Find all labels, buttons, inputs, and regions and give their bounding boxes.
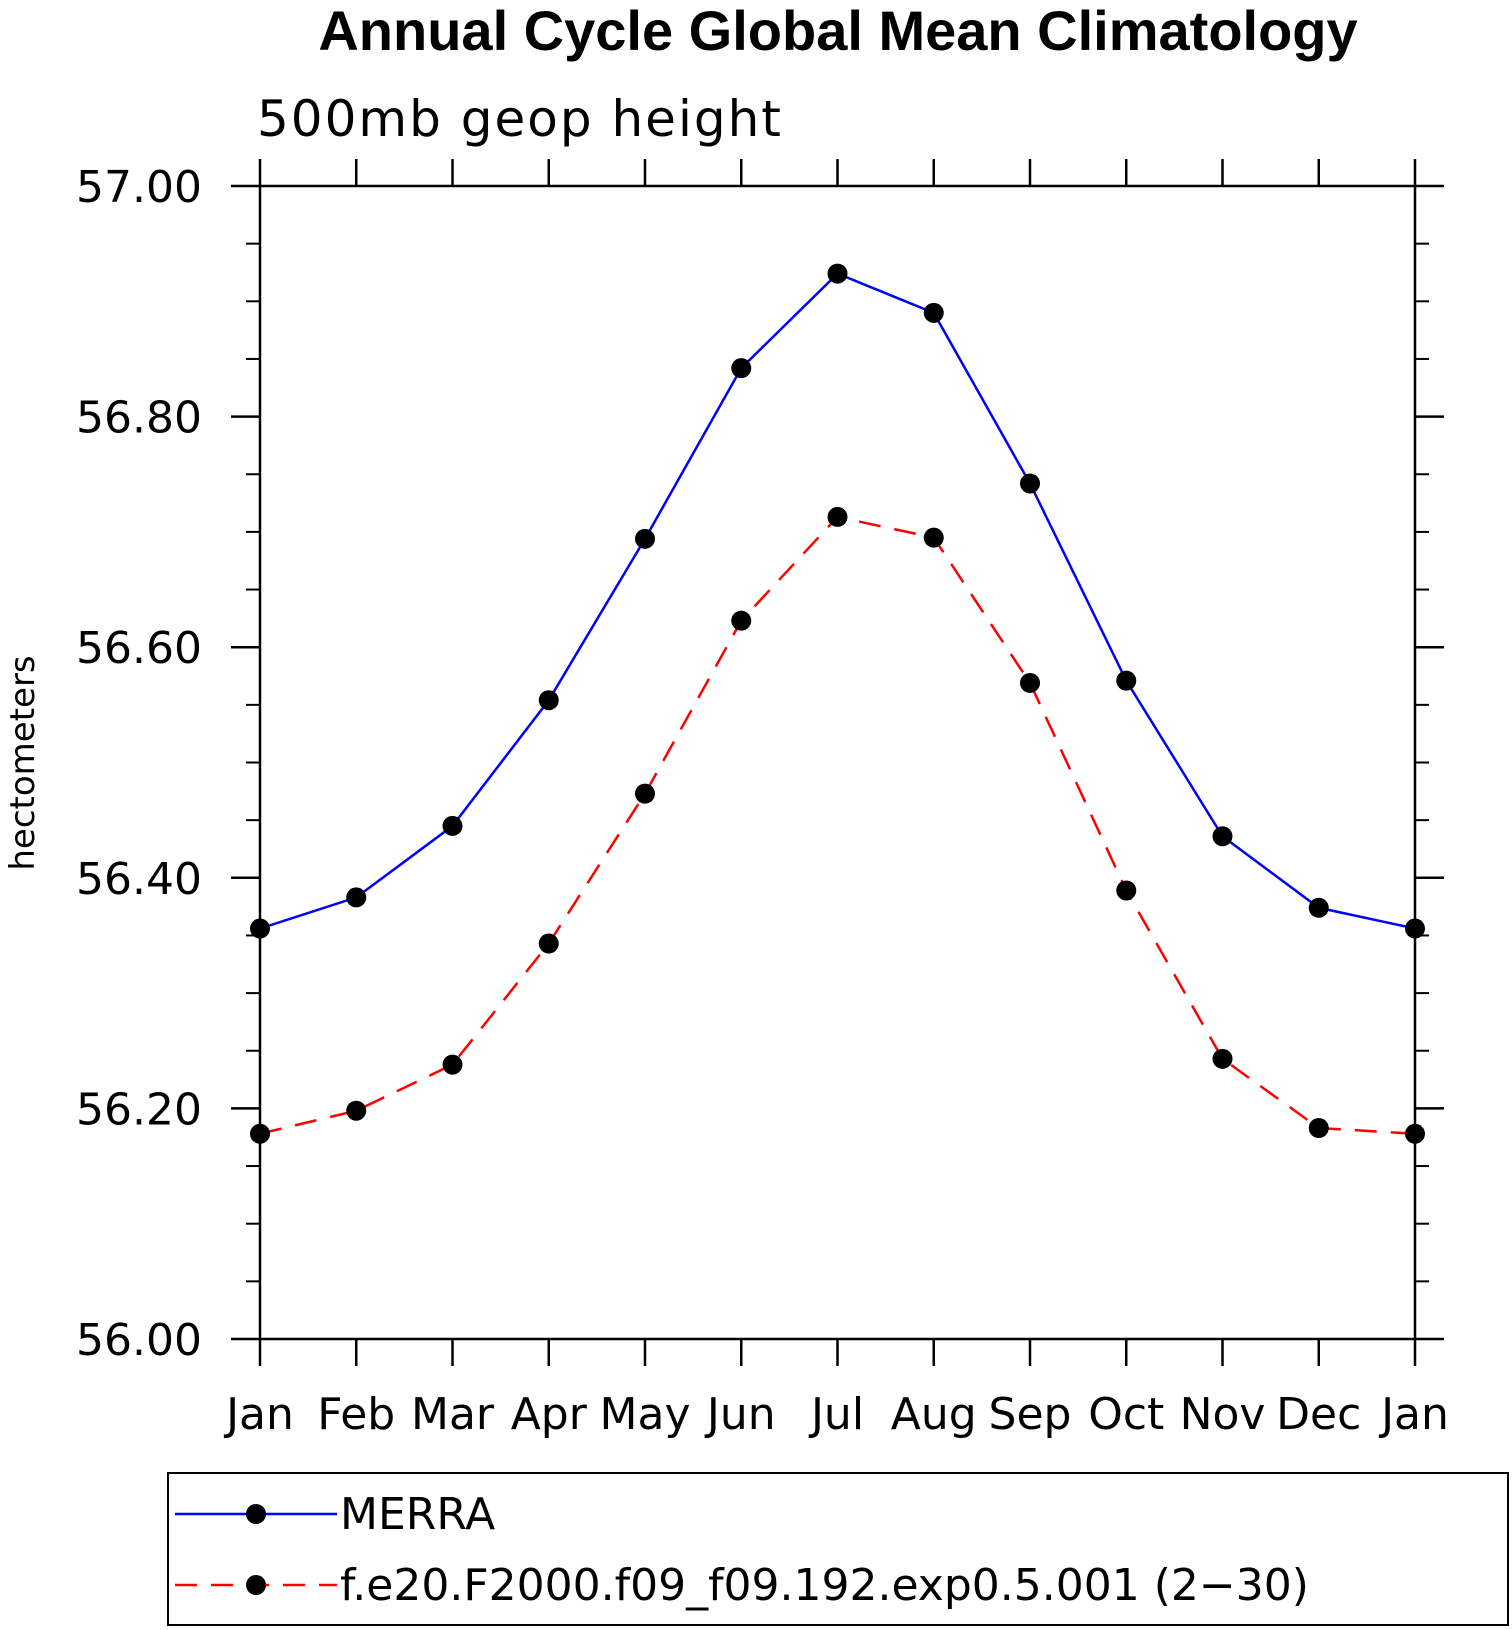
x-tick-label: Aug — [891, 1389, 977, 1440]
series-0-point — [923, 302, 944, 323]
x-tick-label: Mar — [411, 1389, 495, 1440]
series-0-point — [635, 528, 655, 549]
x-tick-label: Jan — [223, 1389, 294, 1440]
series-1-point — [1405, 1123, 1425, 1144]
series-0-point — [731, 358, 752, 379]
series-0-point — [250, 918, 270, 939]
series-0-point — [1116, 670, 1137, 691]
series-1-point — [1308, 1118, 1329, 1139]
series-1-point — [1212, 1048, 1233, 1069]
series-0-point — [346, 887, 367, 908]
x-tick-label: Jan — [1378, 1389, 1449, 1440]
x-tick-label: May — [600, 1389, 691, 1440]
x-tick-label: Feb — [317, 1389, 395, 1440]
plot-frame — [258, 184, 1417, 1341]
x-tick-label: Oct — [1088, 1389, 1164, 1440]
series-0-point — [1308, 897, 1329, 918]
series-0-point — [1020, 473, 1040, 494]
legend-label-model: f.e20.F2000.f09_f09.192.exp0.5.001 (2−30… — [340, 1560, 1309, 1611]
x-tick-label: Apr — [511, 1389, 588, 1440]
series-0-point — [1212, 826, 1233, 847]
x-tick-label: Jun — [704, 1389, 776, 1440]
x-tick-label: Nov — [1180, 1389, 1266, 1440]
series-0-point — [1405, 918, 1425, 939]
series-layer — [250, 263, 1425, 1144]
x-tick-label: Dec — [1276, 1389, 1361, 1440]
series-line-0 — [259, 272, 1416, 930]
series-line-1 — [259, 515, 1416, 1136]
y-tick-label: 56.40 — [76, 854, 202, 905]
series-1-point — [635, 783, 655, 804]
series-1-point — [538, 933, 559, 954]
series-1-point — [250, 1123, 270, 1144]
series-0-point — [538, 690, 559, 711]
y-tick-label: 56.80 — [76, 393, 202, 444]
plot-axes: Jan Feb Mar Apr May Jun Jul Aug Sep Oct Nov Dec Jan 5… — [76, 159, 1449, 1440]
series-0-point — [442, 815, 463, 836]
legend-box — [167, 1472, 1509, 1626]
y-tick-label: 56.00 — [76, 1315, 202, 1366]
chart-title: Annual Cycle Global Mean Climatology — [318, 0, 1357, 62]
y-tick-label: 57.00 — [76, 162, 202, 213]
series-1-point — [923, 527, 944, 548]
legend: MERRA f.e20.F2000.f09_f09.192.exp0.5.001… — [167, 1472, 1509, 1626]
legend-label-merra: MERRA — [340, 1489, 495, 1540]
y-tick-label: 56.20 — [76, 1084, 202, 1135]
series-1-point — [731, 610, 752, 631]
series-1-point — [346, 1100, 367, 1121]
x-tick-label: Sep — [989, 1389, 1072, 1440]
x-tick-label: Jul — [808, 1389, 864, 1440]
chart-subtitle: 500mb geop height — [257, 90, 783, 148]
legend-marker-merra — [246, 1504, 266, 1524]
series-1-point — [827, 506, 848, 527]
series-1-point — [1020, 672, 1040, 693]
series-1-point — [1116, 880, 1137, 901]
y-axis-label: hectometers — [3, 655, 43, 870]
y-tick-label: 56.60 — [76, 623, 202, 674]
legend-marker-model — [246, 1575, 266, 1595]
series-0-point — [827, 263, 848, 284]
series-1-point — [442, 1054, 463, 1075]
